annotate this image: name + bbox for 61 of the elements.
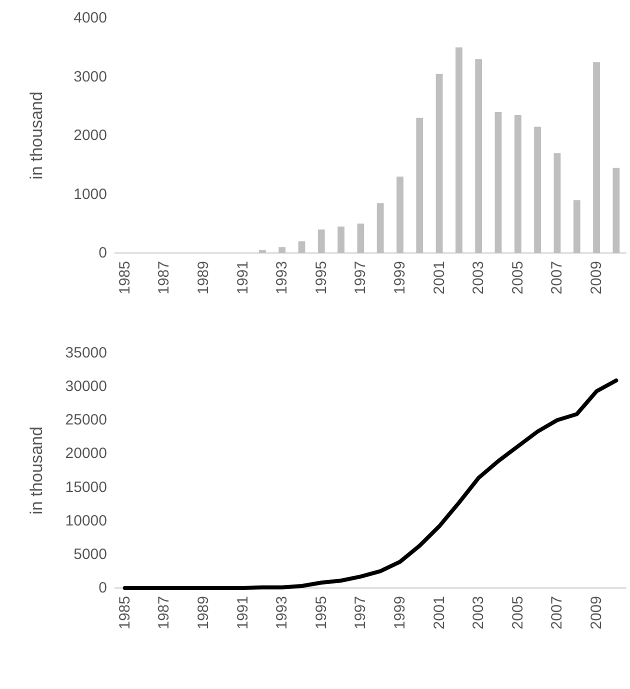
x-tick-label: 1997 <box>352 261 370 294</box>
x-tick-label: 1987 <box>156 596 173 630</box>
x-tick-label: 1997 <box>352 596 370 630</box>
x-tick-label: 1999 <box>391 261 408 294</box>
bar <box>298 241 306 253</box>
y-tick-label: 30000 <box>65 378 107 396</box>
y-tick-label: 35000 <box>65 344 107 362</box>
y-tick-label: 2000 <box>74 127 107 144</box>
y-tick-label: 20000 <box>65 445 107 462</box>
x-tick-label: 2009 <box>588 261 606 294</box>
x-tick-label: 1985 <box>116 261 134 294</box>
x-tick-label: 1989 <box>194 261 212 294</box>
bar <box>554 153 561 253</box>
bar <box>357 224 364 253</box>
bar <box>416 118 424 253</box>
x-tick-label: 2001 <box>430 596 448 630</box>
bar <box>376 203 384 253</box>
y-tick-label: 10000 <box>65 512 107 530</box>
bar <box>494 112 502 253</box>
y-tick-label: 3000 <box>74 68 107 86</box>
x-tick-label: 1993 <box>274 261 291 294</box>
x-tick-label: 2009 <box>588 596 606 630</box>
y-tick-label: 4000 <box>74 10 107 26</box>
x-tick-label: 1987 <box>156 261 173 294</box>
y-tick-label: 25000 <box>65 412 107 429</box>
bar <box>475 59 482 253</box>
x-tick-label: 1993 <box>274 596 291 630</box>
x-tick-label: 2007 <box>548 261 566 294</box>
bar <box>593 62 600 253</box>
bar <box>534 126 541 253</box>
x-tick-label: 2007 <box>548 596 566 630</box>
bar <box>258 250 266 253</box>
y-tick-label: 15000 <box>65 478 107 496</box>
x-tick-label: 2005 <box>509 261 526 294</box>
bar <box>573 200 580 253</box>
bar <box>278 247 286 253</box>
x-tick-label: 2003 <box>470 261 488 294</box>
x-tick-label: 1991 <box>234 596 252 630</box>
bar <box>436 74 443 253</box>
bar <box>396 176 404 253</box>
y-tick-label: 1000 <box>74 186 107 203</box>
bar <box>318 230 325 253</box>
bar <box>612 168 620 253</box>
x-tick-label: 2001 <box>430 261 448 294</box>
y-axis-title: in thousand <box>27 92 46 180</box>
x-tick-label: 2003 <box>470 596 488 630</box>
x-tick-label: 1989 <box>194 596 212 630</box>
y-tick-label: 0 <box>98 580 107 596</box>
line-series <box>122 378 618 590</box>
x-tick-label: 1995 <box>312 261 330 294</box>
bar <box>338 226 344 253</box>
x-tick-label: 1995 <box>312 596 330 630</box>
bar <box>456 47 462 253</box>
y-axis-title: in thousand <box>27 426 46 514</box>
x-tick-label: 2005 <box>509 596 526 630</box>
bar <box>514 114 522 253</box>
y-tick-label: 0 <box>98 244 107 262</box>
x-tick-label: 1991 <box>234 261 252 294</box>
x-tick-label: 1985 <box>116 596 134 630</box>
y-tick-label: 5000 <box>74 546 107 563</box>
x-tick-label: 1999 <box>391 596 408 630</box>
